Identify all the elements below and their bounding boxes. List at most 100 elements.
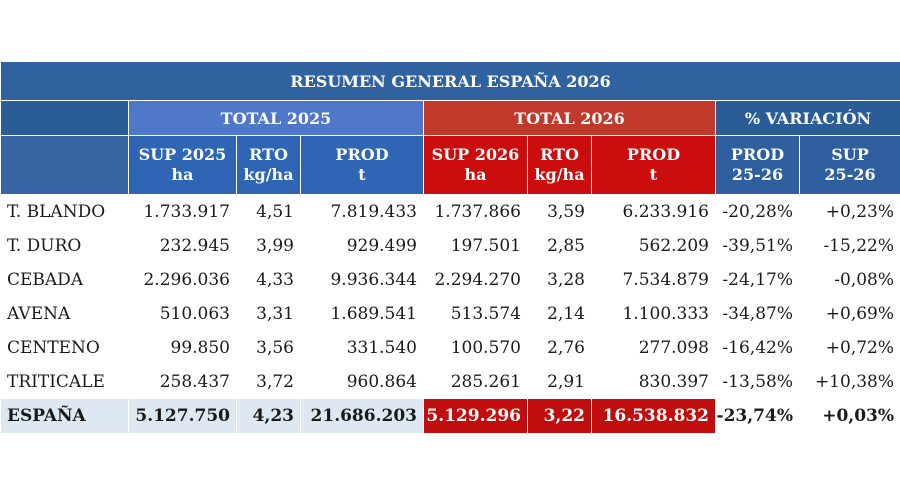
cell-rto-2026: 2,14: [527, 296, 592, 331]
col-unit: kg/ha: [243, 165, 294, 184]
total-rto-2026: 3,22: [527, 398, 592, 434]
column-header-blank: [0, 135, 129, 195]
col-unit: t: [358, 165, 366, 184]
crop-name: CENTENO: [0, 330, 129, 365]
col-label: SUP 2026: [431, 145, 520, 164]
cell-prod-2026: 830.397: [591, 364, 716, 399]
total-sup-2026: 5.129.296: [423, 398, 528, 434]
col-unit: ha: [171, 165, 194, 184]
total-sup-2025: 5.127.750: [128, 398, 237, 434]
col-unit: t: [649, 165, 658, 184]
cell-rto-2026: 2,76: [527, 330, 592, 365]
cell-sup-2025: 1.733.917: [128, 194, 237, 229]
total-var-sup: +0,03%: [798, 398, 900, 434]
cell-prod-2025: 1.689.541: [300, 296, 424, 331]
cell-rto-2025: 4,33: [236, 262, 301, 297]
cell-sup-2026: 100.570: [423, 330, 528, 365]
column-header-var-sup: SUP 25-26: [798, 135, 900, 195]
column-header-sup-2026: SUP 2026 ha: [423, 135, 528, 195]
cell-var-sup: +0,72%: [798, 330, 900, 365]
cell-var-prod: -39,51%: [715, 228, 800, 263]
cell-sup-2026: 197.501: [423, 228, 528, 263]
cell-var-prod: -20,28%: [715, 194, 800, 229]
cell-var-sup: +0,23%: [798, 194, 900, 229]
table-row: TRITICALE 258.437 3,72 960.864 285.261 2…: [0, 364, 900, 399]
col-unit: 25-26: [731, 165, 784, 184]
cell-rto-2025: 3,72: [236, 364, 301, 399]
cell-sup-2025: 510.063: [128, 296, 237, 331]
crop-name: T. BLANDO: [0, 194, 129, 229]
cell-sup-2026: 513.574: [423, 296, 528, 331]
group-header-blank: [0, 100, 129, 136]
cell-prod-2025: 9.936.344: [300, 262, 424, 297]
cell-rto-2026: 3,59: [527, 194, 592, 229]
column-header-row: SUP 2025 ha RTO kg/ha PROD t SUP 2026 ha RTO…: [0, 135, 900, 195]
table-row: T. BLANDO 1.733.917 4,51 7.819.433 1.737…: [0, 194, 900, 229]
col-label: RTO: [540, 145, 579, 164]
column-header-prod-2026: PROD t: [591, 135, 716, 195]
cell-sup-2025: 258.437: [128, 364, 237, 399]
cell-prod-2025: 331.540: [300, 330, 424, 365]
table-row: CEBADA 2.296.036 4,33 9.936.344 2.294.27…: [0, 262, 900, 297]
group-header-total-2025: TOTAL 2025: [128, 100, 424, 136]
title-row: RESUMEN GENERAL ESPAÑA 2026: [0, 61, 900, 101]
col-label: SUP: [831, 145, 869, 164]
cell-sup-2026: 2.294.270: [423, 262, 528, 297]
crop-name: T. DURO: [0, 228, 129, 263]
cell-prod-2026: 1.100.333: [591, 296, 716, 331]
table-row: CENTENO 99.850 3,56 331.540 100.570 2,76…: [0, 330, 900, 365]
column-header-rto-2026: RTO kg/ha: [527, 135, 592, 195]
crop-name: CEBADA: [0, 262, 129, 297]
total-prod-2026: 16.538.832: [591, 398, 716, 434]
col-unit: kg/ha: [534, 165, 585, 184]
cell-var-prod: -34,87%: [715, 296, 800, 331]
cell-sup-2026: 1.737.866: [423, 194, 528, 229]
cell-sup-2025: 2.296.036: [128, 262, 237, 297]
cell-prod-2026: 7.534.879: [591, 262, 716, 297]
column-header-var-prod: PROD 25-26: [715, 135, 800, 195]
cell-sup-2025: 232.945: [128, 228, 237, 263]
total-prod-2025: 21.686.203: [300, 398, 424, 434]
col-label: SUP 2025: [138, 145, 227, 164]
cell-var-sup: -15,22%: [798, 228, 900, 263]
cell-var-prod: -16,42%: [715, 330, 800, 365]
cell-var-sup: +10,38%: [798, 364, 900, 399]
col-unit: ha: [464, 165, 487, 184]
cell-rto-2025: 3,31: [236, 296, 301, 331]
col-label: PROD: [335, 145, 389, 164]
crop-name: TRITICALE: [0, 364, 129, 399]
cell-rto-2025: 3,56: [236, 330, 301, 365]
total-var-prod: -23,74%: [715, 398, 800, 434]
cell-var-prod: -24,17%: [715, 262, 800, 297]
cell-rto-2025: 3,99: [236, 228, 301, 263]
column-header-prod-2025: PROD t: [300, 135, 424, 195]
group-header-variation: % VARIACIÓN: [714, 100, 900, 136]
cell-var-sup: +0,69%: [798, 296, 900, 331]
cell-var-sup: -0,08%: [798, 262, 900, 297]
cell-sup-2025: 99.850: [128, 330, 237, 365]
cell-rto-2025: 4,51: [236, 194, 301, 229]
cell-var-prod: -13,58%: [715, 364, 800, 399]
cell-rto-2026: 2,91: [527, 364, 592, 399]
crop-name: AVENA: [0, 296, 129, 331]
cell-prod-2026: 277.098: [591, 330, 716, 365]
cell-prod-2026: 562.209: [591, 228, 716, 263]
table-row: AVENA 510.063 3,31 1.689.541 513.574 2,1…: [0, 296, 900, 331]
cell-rto-2026: 2,85: [527, 228, 592, 263]
total-name: ESPAÑA: [0, 398, 129, 434]
cell-rto-2026: 3,28: [527, 262, 592, 297]
cell-sup-2026: 285.261: [423, 364, 528, 399]
total-row: ESPAÑA 5.127.750 4,23 21.686.203 5.129.2…: [0, 398, 900, 434]
cell-prod-2025: 960.864: [300, 364, 424, 399]
cell-prod-2025: 929.499: [300, 228, 424, 263]
table-row: T. DURO 232.945 3,99 929.499 197.501 2,8…: [0, 228, 900, 263]
summary-table: RESUMEN GENERAL ESPAÑA 2026 TOTAL 2025 T…: [0, 61, 900, 434]
column-header-rto-2025: RTO kg/ha: [236, 135, 301, 195]
group-header-row: TOTAL 2025 TOTAL 2026 % VARIACIÓN: [0, 100, 900, 136]
group-header-total-2026: TOTAL 2026: [423, 100, 716, 136]
cell-prod-2026: 6.233.916: [591, 194, 716, 229]
column-header-sup-2025: SUP 2025 ha: [128, 135, 237, 195]
col-unit: 25-26: [824, 165, 876, 184]
col-label: RTO: [249, 145, 288, 164]
cell-prod-2025: 7.819.433: [300, 194, 424, 229]
